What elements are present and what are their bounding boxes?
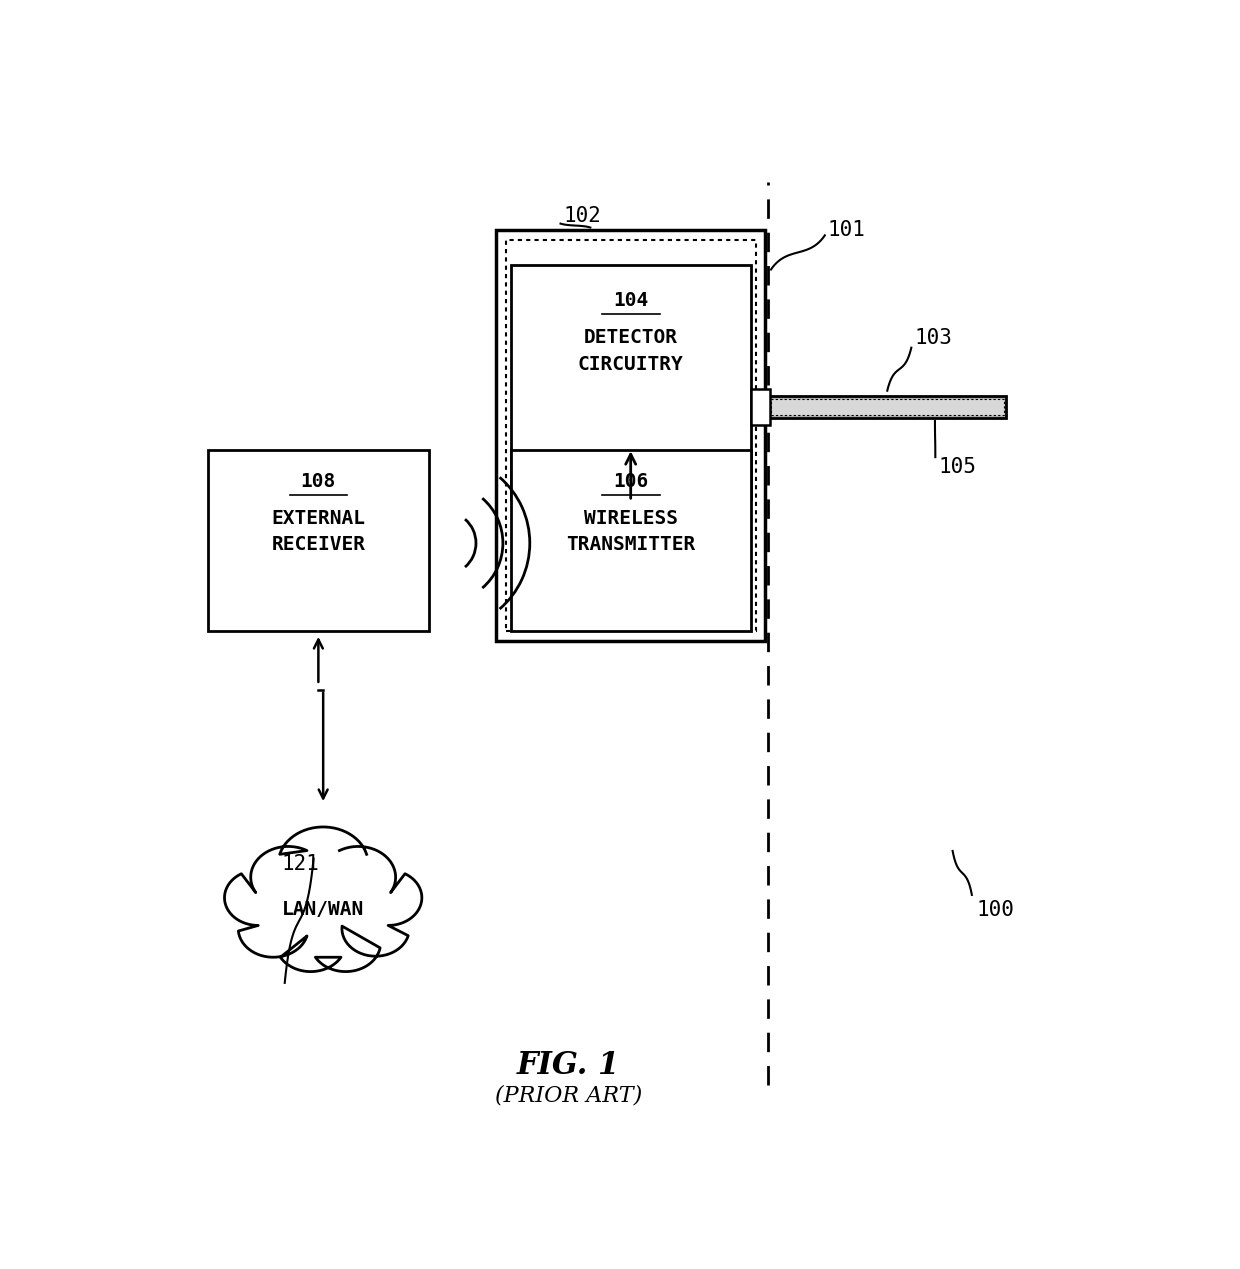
Bar [506, 240, 755, 631]
Bar [751, 388, 770, 425]
Text: 100: 100 [977, 900, 1014, 920]
Bar [768, 396, 1007, 418]
Bar [771, 398, 1003, 415]
Text: WIRELESS
TRANSMITTER: WIRELESS TRANSMITTER [567, 509, 696, 555]
Text: (PRIOR ART): (PRIOR ART) [495, 1084, 642, 1107]
Text: LAN/WAN: LAN/WAN [281, 900, 365, 919]
Text: FIG. 1: FIG. 1 [517, 1051, 620, 1081]
Bar [511, 450, 750, 631]
Text: 102: 102 [563, 206, 601, 226]
Text: 101: 101 [828, 221, 866, 240]
Bar [511, 265, 750, 499]
Text: EXTERNAL
RECEIVER: EXTERNAL RECEIVER [272, 509, 366, 555]
Text: 103: 103 [914, 327, 952, 348]
Bar [208, 450, 429, 631]
Polygon shape [224, 827, 422, 972]
Bar [496, 231, 765, 641]
Text: 105: 105 [939, 457, 976, 477]
Text: 108: 108 [301, 472, 336, 491]
Text: 106: 106 [613, 472, 649, 491]
Text: 121: 121 [281, 854, 320, 873]
Text: 104: 104 [613, 292, 649, 311]
Text: DETECTOR
CIRCUITRY: DETECTOR CIRCUITRY [578, 329, 683, 373]
